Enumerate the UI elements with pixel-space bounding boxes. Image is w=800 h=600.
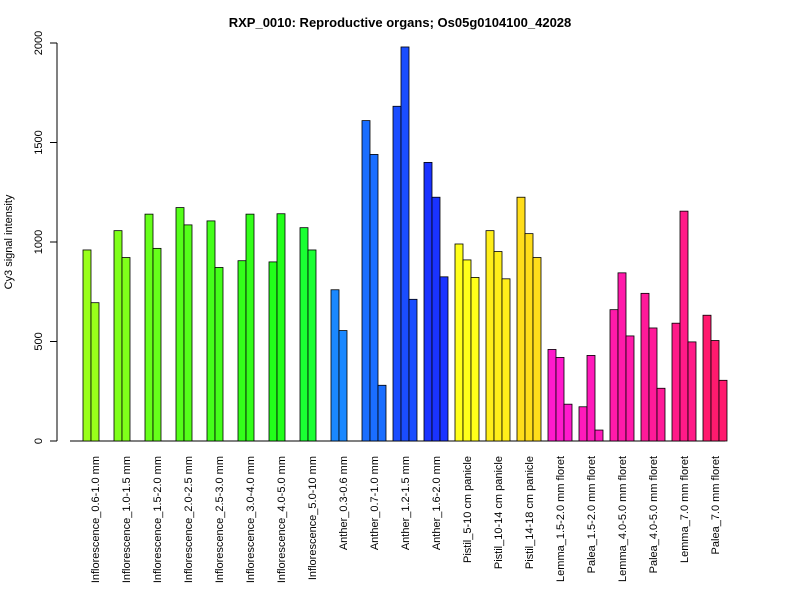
bar	[144, 213, 154, 442]
bar	[617, 272, 627, 442]
bar	[671, 322, 681, 442]
bar	[470, 277, 480, 442]
category-label: Inflorescence_3.0-4.0 mm	[245, 456, 257, 583]
bar	[679, 210, 689, 442]
bar	[183, 224, 193, 442]
bar	[710, 340, 720, 442]
bar	[532, 257, 542, 442]
bar	[501, 278, 511, 442]
bar	[206, 220, 216, 442]
y-tick-label: 500	[33, 332, 45, 350]
bar	[578, 406, 588, 442]
bar	[361, 120, 371, 442]
bar	[276, 213, 286, 442]
category-label: Palea_7.0 mm floret	[710, 456, 722, 554]
bar	[121, 257, 131, 442]
bar	[609, 309, 619, 442]
category-label: Anther_0.7-1.0 mm	[369, 456, 381, 550]
category-label: Palea_1.5-2.0 mm floret	[586, 456, 598, 573]
category-label: Lemma_7.0 mm floret	[679, 456, 691, 563]
category-label: Anther_1.6-2.0 mm	[431, 456, 443, 550]
bar	[718, 379, 728, 442]
bar	[586, 355, 596, 442]
bar	[299, 227, 309, 442]
category-label: Pistil_5-10 cm panicle	[462, 456, 474, 563]
bar	[687, 341, 697, 442]
bar	[90, 302, 100, 442]
bar	[237, 260, 247, 442]
bars	[82, 46, 728, 442]
bar	[214, 267, 224, 442]
bar	[516, 196, 526, 442]
category-label: Inflorescence_2.5-3.0 mm	[214, 456, 226, 583]
y-axis: 0 500 1000 1500 2000	[33, 31, 58, 444]
chart-title: RXP_0010: Reproductive organs; Os05g0104…	[229, 15, 572, 30]
bar	[454, 243, 464, 442]
bar	[152, 247, 162, 442]
bar	[462, 259, 472, 442]
y-axis-label: Cy3 signal intensity	[3, 194, 15, 289]
category-label: Inflorescence_5.0-10 mm	[307, 456, 319, 580]
category-labels: Inflorescence_0.6-1.0 mm Inflorescence_1.…	[90, 456, 722, 583]
bar	[113, 230, 123, 442]
bar	[330, 289, 340, 442]
bar	[175, 207, 185, 442]
y-tick-label: 0	[33, 438, 45, 444]
bar	[400, 46, 410, 442]
category-label: Inflorescence_2.0-2.5 mm	[183, 456, 195, 583]
bar	[307, 249, 317, 442]
bar	[656, 387, 666, 442]
bar	[245, 213, 255, 442]
y-tick-label: 1000	[33, 230, 45, 254]
category-label: Lemma_1.5-2.0 mm floret	[555, 456, 567, 582]
category-label: Anther_1.2-1.5 mm	[400, 456, 412, 550]
bar	[640, 292, 650, 442]
category-label: Inflorescence_0.6-1.0 mm	[90, 456, 102, 583]
bar	[423, 161, 433, 442]
bar	[702, 314, 712, 442]
bar	[594, 429, 604, 442]
bar	[392, 105, 402, 442]
bar	[439, 276, 449, 442]
category-label: Inflorescence_4.0-5.0 mm	[276, 456, 288, 583]
category-label: Anther_0.3-0.6 mm	[338, 456, 350, 550]
bar	[648, 327, 658, 442]
bar	[377, 384, 387, 442]
bar	[408, 298, 418, 442]
bar	[485, 230, 495, 442]
bar	[524, 233, 534, 442]
category-label: Palea_4.0-5.0 mm floret	[648, 456, 660, 573]
bar	[563, 403, 573, 442]
bar	[625, 335, 635, 442]
bar	[493, 251, 503, 442]
bar	[338, 330, 348, 442]
bar	[369, 154, 379, 442]
y-tick-label: 1500	[33, 130, 45, 154]
bar	[268, 261, 278, 442]
bar	[555, 357, 565, 442]
category-label: Inflorescence_1.5-2.0 mm	[152, 456, 164, 583]
category-label: Pistil_10-14 cm panicle	[493, 456, 505, 569]
bar	[82, 249, 92, 442]
bar	[547, 349, 557, 442]
category-label: Lemma_4.0-5.0 mm floret	[617, 456, 629, 582]
bar	[431, 196, 441, 442]
category-label: Inflorescence_1.0-1.5 mm	[121, 456, 133, 583]
category-label: Pistil_14-18 cm panicle	[524, 456, 536, 569]
y-tick-label: 2000	[33, 31, 45, 55]
